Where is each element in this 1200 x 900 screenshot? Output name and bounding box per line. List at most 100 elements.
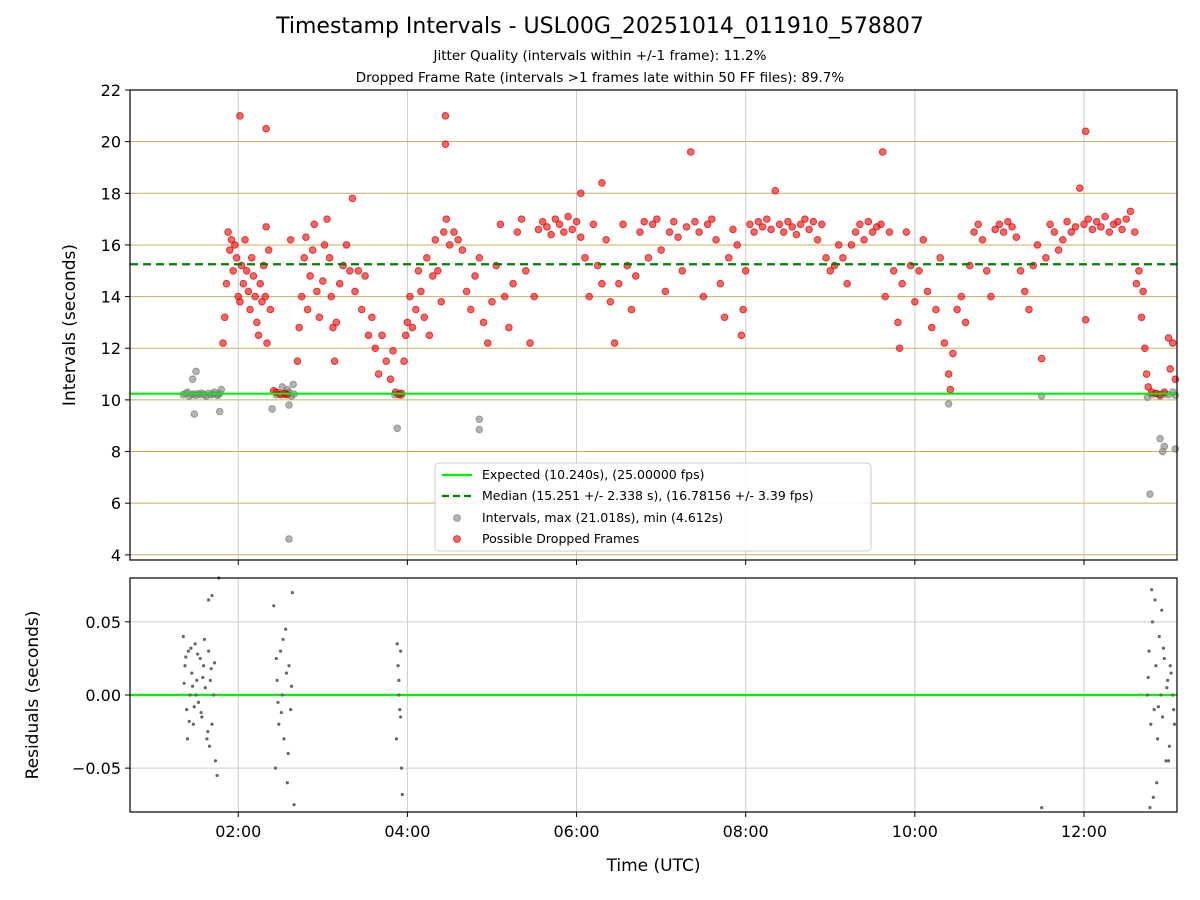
dropped-frame-point: [1009, 224, 1016, 231]
residual-point: [272, 604, 275, 607]
dropped-frame-point: [372, 345, 379, 352]
dropped-frame-point: [232, 242, 239, 249]
dropped-frame-point: [455, 236, 462, 243]
dropped-frame-point: [603, 236, 610, 243]
dropped-frame-point: [220, 340, 227, 347]
dropped-frame-point: [442, 141, 449, 148]
dropped-frame-point: [343, 242, 350, 249]
residuals-panel: −0.050.000.05 02:00 04:00 06:00 08:00 10:00 1…: [23, 576, 1177, 876]
dropped-frame-point: [298, 293, 305, 300]
residual-point: [183, 664, 186, 667]
dropped-frame-point: [535, 226, 542, 233]
dropped-frame-point: [814, 236, 821, 243]
dropped-frame-point: [468, 306, 475, 313]
dropped-frame-point: [962, 319, 969, 326]
residual-point: [397, 693, 400, 696]
dropped-frame-point: [844, 280, 851, 287]
legend-intervals-marker: [454, 515, 461, 522]
residuals-y-label: Residuals (seconds): [23, 611, 43, 780]
dropped-frame-point: [776, 221, 783, 228]
residual-point: [1151, 620, 1154, 623]
dropped-frame-point: [263, 224, 270, 231]
dropped-frame-point: [522, 267, 529, 274]
dropped-frame-point: [879, 149, 886, 156]
dropped-frame-point: [426, 332, 433, 339]
residual-point: [1150, 588, 1153, 591]
residual-point: [1149, 723, 1152, 726]
dropped-frame-point: [996, 221, 1003, 228]
legend: Expected (10.240s), (25.00000 fps) Media…: [435, 463, 871, 551]
dropped-frame-point: [440, 229, 447, 236]
residuals-y-ticks: −0.050.000.05: [72, 613, 130, 778]
dropped-frame-point: [577, 190, 584, 197]
interval-point: [279, 384, 286, 391]
residual-point: [200, 715, 203, 718]
residual-point: [1173, 723, 1176, 726]
dropped-frame-point: [1085, 216, 1092, 223]
dropped-frame-point: [248, 255, 255, 262]
dropped-frame-point: [1169, 340, 1176, 347]
intervals-y-label: Intervals (seconds): [60, 244, 80, 406]
dropped-frame-point: [476, 255, 483, 262]
residual-point: [290, 685, 293, 688]
dropped-frame-point: [409, 324, 416, 331]
dropped-frame-point: [480, 319, 487, 326]
dropped-frame-point: [242, 236, 249, 243]
dropped-frame-point: [611, 340, 618, 347]
residual-point: [287, 664, 290, 667]
dropped-frame-point: [362, 273, 369, 280]
dropped-frame-point: [230, 267, 237, 274]
residual-point: [1153, 708, 1156, 711]
dropped-frame-point: [320, 278, 327, 285]
residual-point: [184, 655, 187, 658]
dropped-frame-point: [324, 216, 331, 223]
dropped-frame-point: [1172, 376, 1179, 383]
dropped-frame-point: [848, 242, 855, 249]
time-x-tick-label: 10:00: [892, 822, 938, 841]
legend-dropped-marker: [454, 536, 461, 543]
residual-point: [199, 657, 202, 660]
residual-point: [213, 661, 216, 664]
dropped-frame-point: [979, 236, 986, 243]
residual-point: [286, 781, 289, 784]
intervals-y-tick-label: 14: [101, 288, 121, 307]
dropped-frame-point: [1043, 255, 1050, 262]
dropped-frame-point: [662, 288, 669, 295]
dropped-frame-point: [415, 267, 422, 274]
dropped-frame-point: [1047, 221, 1054, 228]
dropped-frame-point: [941, 340, 948, 347]
dropped-frame-point: [307, 273, 314, 280]
dropped-frame-point: [429, 273, 436, 280]
dropped-frame-point: [544, 224, 551, 231]
residual-point: [1171, 693, 1174, 696]
residual-point: [202, 664, 205, 667]
dropped-frame-point: [1060, 236, 1067, 243]
dropped-frame-point: [424, 255, 431, 262]
dropped-frame-point: [442, 113, 449, 120]
dropped-frame-point: [1123, 216, 1130, 223]
dropped-frame-point: [912, 298, 919, 305]
dropped-frame-point: [835, 242, 842, 249]
dropped-frame-point: [565, 213, 572, 220]
residual-point: [1159, 693, 1162, 696]
dropped-frame-point: [1127, 208, 1134, 215]
dropped-frame-point: [818, 221, 825, 228]
dropped-frame-point: [734, 242, 741, 249]
dropped-frame-point: [226, 247, 233, 254]
dropped-frame-point: [1167, 366, 1174, 373]
residual-point: [1148, 806, 1151, 809]
interval-point: [189, 376, 196, 383]
dropped-frame-point: [263, 125, 270, 132]
dropped-frame-point: [954, 306, 961, 313]
dropped-frame-point: [717, 280, 724, 287]
dropped-frame-point: [254, 319, 261, 326]
dropped-frame-point: [620, 221, 627, 228]
dropped-frame-point: [903, 229, 910, 236]
dropped-frame-point: [311, 221, 318, 228]
residual-point: [210, 594, 213, 597]
dropped-frame-point: [573, 218, 580, 225]
residual-point: [1163, 657, 1166, 660]
dropped-frame-point: [645, 255, 652, 262]
residual-point: [275, 657, 278, 660]
dropped-frame-point: [418, 288, 425, 295]
